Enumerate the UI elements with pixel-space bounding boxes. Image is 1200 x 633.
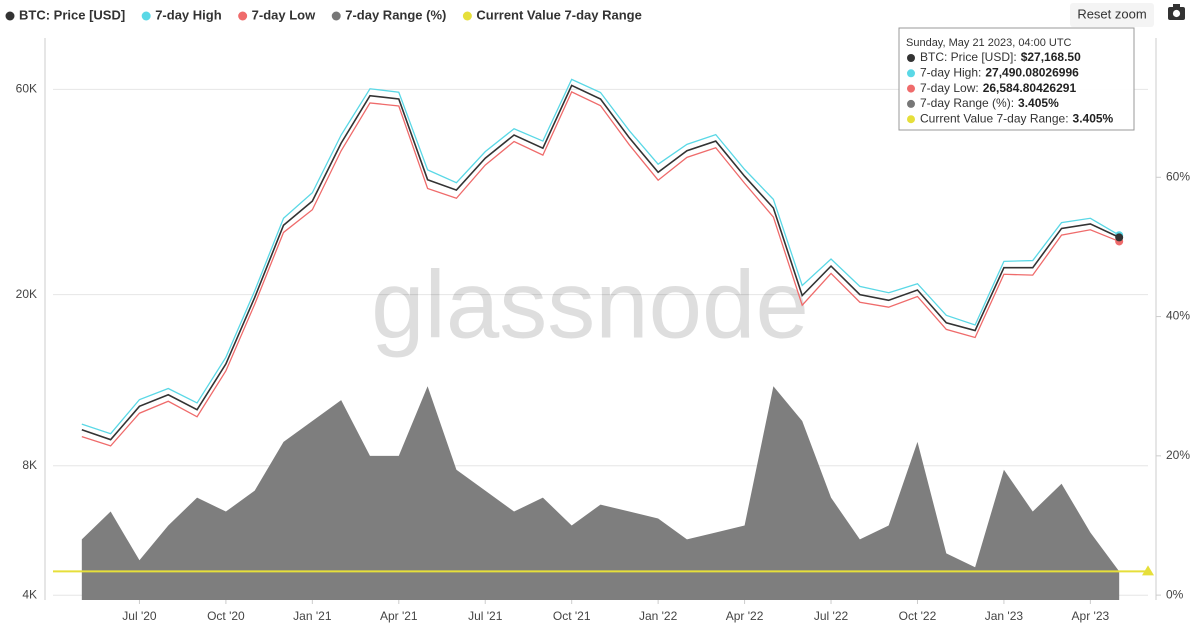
y2-tick-label: 40% [1166, 309, 1190, 323]
tooltip-label: Current Value 7-day Range: [920, 111, 1069, 125]
tooltip-date: Sunday, May 21 2023, 04:00 UTC [906, 37, 1072, 49]
reset-zoom-button[interactable] [1070, 3, 1154, 27]
reset-zoom-label[interactable]: Reset zoom [1077, 6, 1146, 21]
y2-tick-label: 20% [1166, 448, 1190, 462]
tooltip-swatch [907, 84, 915, 93]
tooltip: Sunday, May 21 2023, 04:00 UTC BTC: Pric… [898, 27, 1135, 131]
x-tick-label: Apr '21 [380, 609, 418, 623]
legend-swatch [331, 11, 341, 21]
x-tick-label: Apr '22 [726, 609, 764, 623]
tooltip-value: 3.405% [1018, 96, 1059, 110]
end-marker [1115, 233, 1124, 242]
tooltip-swatch [907, 69, 915, 78]
tooltip-box [898, 27, 1135, 131]
legend-label: BTC: Price [USD] [19, 7, 125, 22]
marks [53, 78, 1154, 600]
x-tick-label: Jan '23 [985, 609, 1024, 623]
tooltip-value: $27,168.50 [1021, 50, 1081, 64]
tooltip-label: BTC: Price [USD]: [920, 50, 1017, 64]
y2-tick-label: 60% [1166, 169, 1190, 183]
watermark: glassnode [371, 251, 809, 358]
tooltip-value: 27,490.08026996 [985, 65, 1079, 79]
x-tick-label: Oct '20 [207, 609, 245, 623]
legend-label: 7-day Low [252, 7, 316, 22]
x-tick-label: Jul '20 [122, 609, 157, 623]
x-tick-label: Oct '21 [553, 609, 591, 623]
y-tick-label: 4K [22, 587, 37, 601]
series-line [81, 78, 1120, 435]
legend-label: 7-day High [155, 7, 222, 22]
camera-icon[interactable] [1168, 4, 1185, 20]
legend-label: 7-day Range (%) [345, 7, 446, 22]
legend-swatch [141, 11, 151, 21]
x-tick-label: Jan '22 [639, 609, 678, 623]
x-tick-label: Oct '22 [899, 609, 937, 623]
tooltip-swatch [907, 99, 915, 108]
series-line [81, 84, 1120, 441]
x-tick-label: Jul '21 [468, 609, 503, 623]
legend-swatch [462, 11, 472, 21]
tooltip-label: 7-day High: [920, 65, 981, 79]
legend-label: Current Value 7-day Range [476, 7, 641, 22]
tooltip-label: 7-day Range (%): [920, 96, 1014, 110]
x-tick-label: Jul '22 [814, 609, 849, 623]
x-tick-label: Apr '23 [1072, 609, 1110, 623]
y2-tick-label: 0% [1166, 587, 1184, 601]
range-area [81, 386, 1120, 600]
tooltip-value: 3.405% [1073, 111, 1114, 125]
tooltip-swatch [907, 54, 915, 62]
x-tick-label: Jan '21 [293, 609, 332, 623]
tooltip-label: 7-day Low: [920, 81, 979, 95]
y-tick-label: 60K [16, 82, 37, 96]
current-range-marker [1142, 565, 1154, 576]
legend-swatch [5, 11, 15, 21]
series-line [81, 91, 1120, 447]
y-tick-label: 20K [16, 287, 37, 301]
legend-swatch [238, 11, 248, 21]
y-tick-label: 8K [22, 458, 37, 472]
tooltip-value: 26,584.80426291 [983, 81, 1077, 95]
tooltip-swatch [907, 115, 915, 124]
legend: BTC: Price [USD] 7-day High 7-day Low 7-day… [5, 7, 642, 22]
